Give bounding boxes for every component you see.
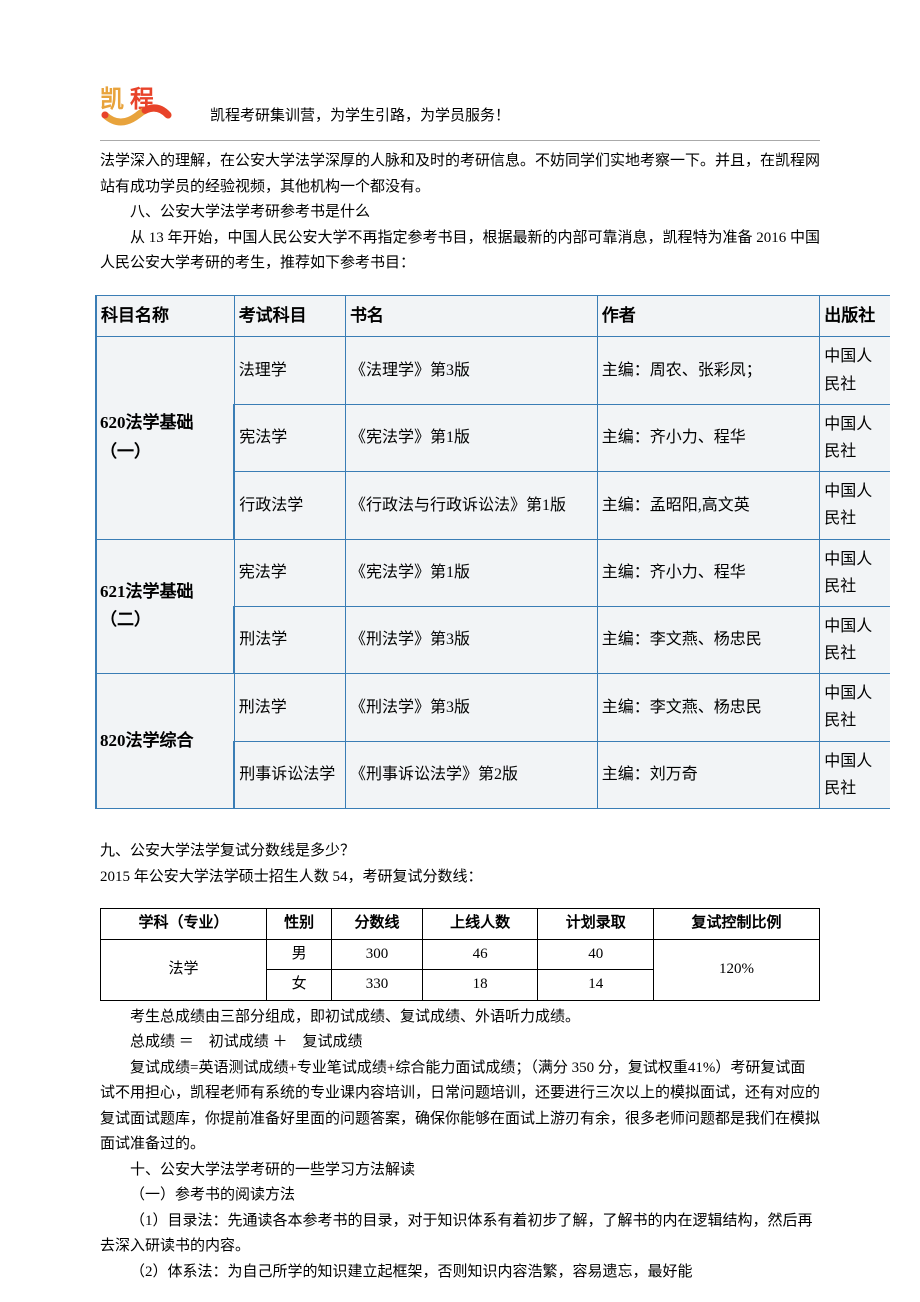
cell-publisher: 中国人民社 [820, 404, 890, 471]
cell-planned: 40 [538, 939, 654, 970]
document-body: 法学深入的理解，在公安大学法学深厚的人脉和及时的考研信息。不妨同学们实地考察一下… [100, 149, 820, 1285]
col-major: 学科（专业） [101, 909, 267, 940]
cell-author: 主编：李文燕、杨忠民 [597, 674, 820, 741]
cell-author: 主编：刘万奇 [597, 741, 820, 808]
cell-book: 《法理学》第3版 [345, 337, 597, 404]
after-score-p1: 考生总成绩由三部分组成，即初试成绩、复试成绩、外语听力成绩。 [100, 1005, 820, 1031]
intro-p3: 从 13 年开始，中国人民公安大学不再指定参考书目，根据最新的内部可靠消息，凯程… [100, 226, 820, 277]
page-header: 凯 程 凯程考研集训营，为学生引路，为学员服务！ [100, 0, 820, 141]
cell-exam: 宪法学 [234, 404, 345, 471]
intro-p1: 法学深入的理解，在公安大学法学深厚的人脉和及时的考研信息。不妨同学们实地考察一下… [100, 149, 820, 200]
section-10-m1: （1）目录法：先通读各本参考书的目录，对于知识体系有着初步了解，了解书的内在逻辑… [100, 1209, 820, 1260]
col-planned: 计划录取 [538, 909, 654, 940]
after-score-p3: 复试成绩=英语测试成绩+专业笔试成绩+综合能力面试成绩；（满分 350 分，复试… [100, 1056, 820, 1158]
cell-book: 《刑法学》第3版 [345, 674, 597, 741]
cell-book: 《宪法学》第1版 [345, 404, 597, 471]
col-score: 分数线 [332, 909, 423, 940]
score-table: 学科（专业） 性别 分数线 上线人数 计划录取 复试控制比例 法学 男 300 … [100, 908, 820, 1001]
col-publisher: 出版社 [820, 295, 890, 337]
cell-author: 主编：李文燕、杨忠民 [597, 606, 820, 673]
cell-publisher: 中国人民社 [820, 674, 890, 741]
cell-author: 主编：孟昭阳,高文英 [597, 472, 820, 539]
cell-exam: 刑事诉讼法学 [234, 741, 345, 808]
cell-book: 《宪法学》第1版 [345, 539, 597, 606]
col-online: 上线人数 [422, 909, 538, 940]
after-score-p2: 总成绩 ＝ 初试成绩 ＋ 复试成绩 [100, 1030, 820, 1056]
cell-publisher: 中国人民社 [820, 472, 890, 539]
cell-major: 法学 [101, 939, 267, 1000]
col-exam: 考试科目 [234, 295, 345, 337]
cell-exam: 宪法学 [234, 539, 345, 606]
table-header-row: 学科（专业） 性别 分数线 上线人数 计划录取 复试控制比例 [101, 909, 820, 940]
cell-book: 《行政法与行政诉讼法》第1版 [345, 472, 597, 539]
cell-publisher: 中国人民社 [820, 741, 890, 808]
section-9-line: 2015 年公安大学法学硕士招生人数 54，考研复试分数线： [100, 865, 820, 891]
cell-gender: 女 [266, 970, 331, 1001]
table-row: 820法学综合 刑法学 《刑法学》第3版 主编：李文燕、杨忠民 中国人民社 [96, 674, 890, 741]
cell-online: 18 [422, 970, 538, 1001]
col-subject: 科目名称 [96, 295, 234, 337]
cell-publisher: 中国人民社 [820, 337, 890, 404]
cell-author: 主编：齐小力、程华 [597, 404, 820, 471]
cell-score: 330 [332, 970, 423, 1001]
cell-exam: 行政法学 [234, 472, 345, 539]
section-10-sub1: （一）参考书的阅读方法 [100, 1183, 820, 1209]
books-table: 科目名称 考试科目 书名 作者 出版社 620法学基础（一） 法理学 《法理学》… [95, 295, 890, 810]
table-row: 621法学基础（二） 宪法学 《宪法学》第1版 主编：齐小力、程华 中国人民社 [96, 539, 890, 606]
subject-621: 621法学基础（二） [96, 539, 234, 674]
section-10-m2: （2）体系法：为自己所学的知识建立起框架，否则知识内容浩繁，容易遗忘，最好能 [100, 1260, 820, 1286]
cell-online: 46 [422, 939, 538, 970]
cell-ratio: 120% [654, 939, 820, 1000]
col-ratio: 复试控制比例 [654, 909, 820, 940]
cell-exam: 法理学 [234, 337, 345, 404]
subject-820: 820法学综合 [96, 674, 234, 809]
cell-exam: 刑法学 [234, 606, 345, 673]
cell-planned: 14 [538, 970, 654, 1001]
cell-publisher: 中国人民社 [820, 606, 890, 673]
section-10-title: 十、公安大学法学考研的一些学习方法解读 [100, 1158, 820, 1184]
section-8-title: 八、公安大学法学考研参考书是什么 [100, 200, 820, 226]
table-row: 620法学基础（一） 法理学 《法理学》第3版 主编：周农、张彩凤； 中国人民社 [96, 337, 890, 404]
col-author: 作者 [597, 295, 820, 337]
header-tagline: 凯程考研集训营，为学生引路，为学员服务！ [210, 104, 510, 134]
cell-author: 主编：齐小力、程华 [597, 539, 820, 606]
section-9-title: 九、公安大学法学复试分数线是多少？ [100, 839, 820, 865]
cell-author: 主编：周农、张彩凤； [597, 337, 820, 404]
cell-publisher: 中国人民社 [820, 539, 890, 606]
cell-gender: 男 [266, 939, 331, 970]
cell-score: 300 [332, 939, 423, 970]
table-header-row: 科目名称 考试科目 书名 作者 出版社 [96, 295, 890, 337]
spacer [100, 809, 820, 839]
kaicheng-logo: 凯 程 [100, 85, 175, 133]
subject-620: 620法学基础（一） [96, 337, 234, 539]
cell-exam: 刑法学 [234, 674, 345, 741]
cell-book: 《刑事诉讼法学》第2版 [345, 741, 597, 808]
table-row: 法学 男 300 46 40 120% [101, 939, 820, 970]
svg-text:凯: 凯 [100, 86, 124, 113]
cell-book: 《刑法学》第3版 [345, 606, 597, 673]
col-gender: 性别 [266, 909, 331, 940]
col-book: 书名 [345, 295, 597, 337]
